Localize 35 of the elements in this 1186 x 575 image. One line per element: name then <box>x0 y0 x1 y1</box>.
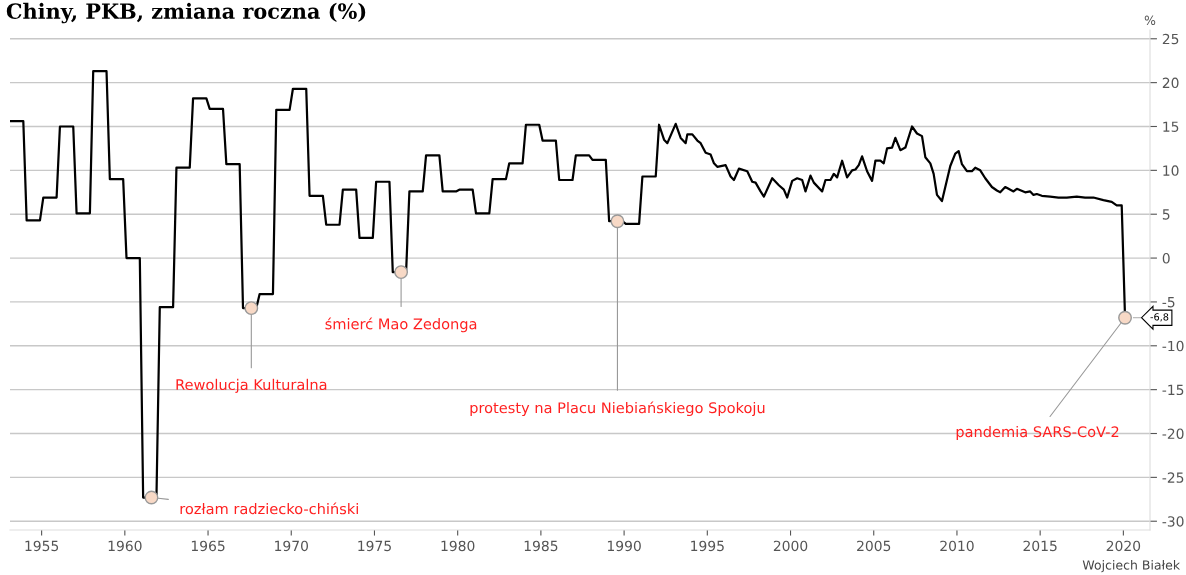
y-tick-label: 5 <box>1162 209 1170 220</box>
x-tick-label: 2000 <box>773 540 808 552</box>
x-tick-label: 2015 <box>1023 540 1057 552</box>
chart-title: Chiny, PKB, zmiana roczna (%) <box>6 2 366 24</box>
annotation: -6,8 <box>1150 313 1169 322</box>
y-tick-label: -15 <box>1162 384 1184 396</box>
y-tick-label: -5 <box>1162 297 1175 308</box>
y-tick-label: 15 <box>1163 121 1179 132</box>
y-tick-label: -10 <box>1162 340 1184 352</box>
x-tick-label: 2010 <box>940 540 974 552</box>
x-tick-label: 1960 <box>108 540 142 552</box>
x-tick-label: 1990 <box>607 540 641 552</box>
y-axis-title: % <box>1144 15 1156 26</box>
annotation: Rewolucja Kulturalna <box>176 378 327 393</box>
x-tick-label: 2005 <box>857 540 891 552</box>
annotation: pandemia SARS-CoV-2 <box>956 425 1119 441</box>
y-tick-label: -25 <box>1162 472 1184 483</box>
x-tick-label: 1995 <box>691 540 724 552</box>
x-tick-label: 1985 <box>524 540 558 552</box>
annotation: protesty na Placu Niebiańskiego Spokoju <box>470 401 765 417</box>
annotation: rozłam radziecko-chiński <box>180 502 358 515</box>
x-tick-label: 1975 <box>358 540 391 552</box>
y-tick-label: -20 <box>1162 428 1184 439</box>
y-tick-label: 20 <box>1162 77 1179 89</box>
y-tick-label: 25 <box>1162 33 1179 45</box>
y-tick-label: 0 <box>1162 253 1170 264</box>
y-tick-label: -30 <box>1162 516 1184 527</box>
x-tick-label: 2020 <box>1106 540 1141 552</box>
x-tick-label: 1965 <box>191 540 225 552</box>
x-tick-label: 1955 <box>25 540 59 552</box>
x-tick-label: 1980 <box>441 540 475 552</box>
text: Wojciech Białek <box>1082 560 1181 573</box>
y-tick-label: 10 <box>1163 165 1179 176</box>
annotation: śmierć Mao Zedonga <box>325 317 477 333</box>
x-tick-label: 1970 <box>275 540 309 552</box>
